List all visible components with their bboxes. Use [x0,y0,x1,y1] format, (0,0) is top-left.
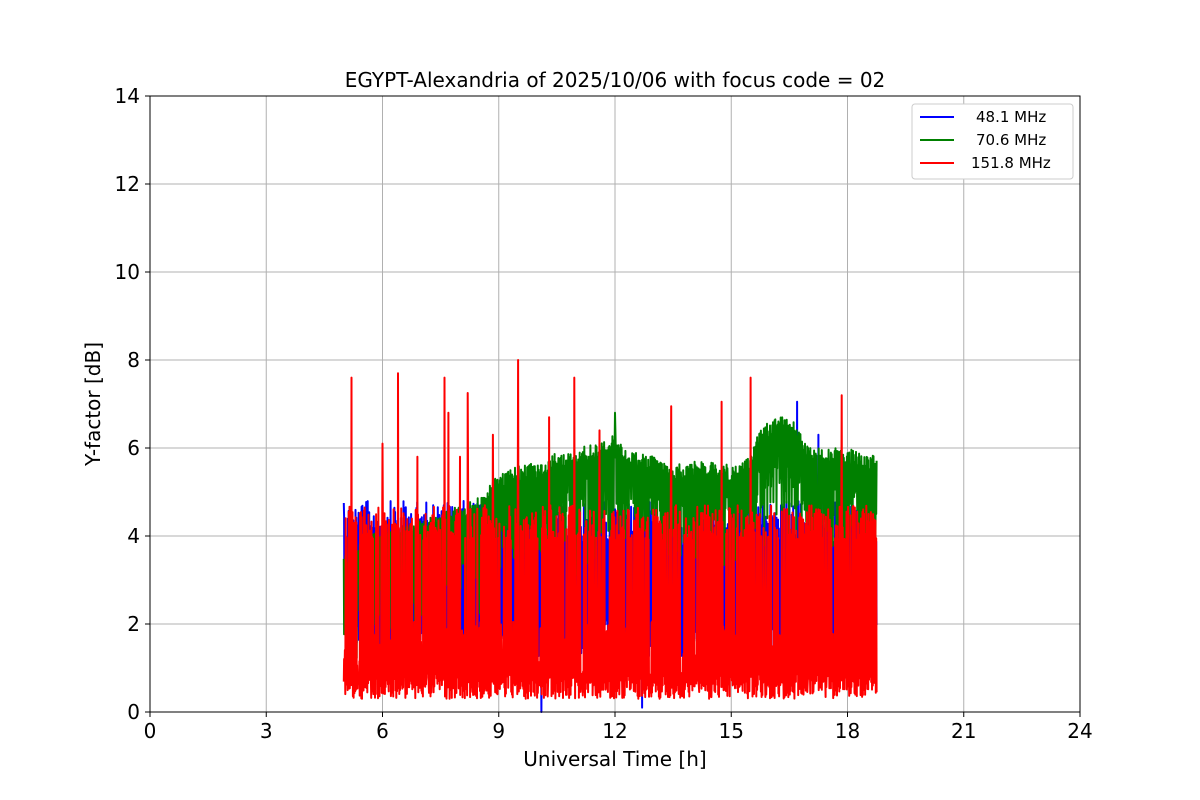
x-tick-label: 9 [492,719,505,743]
legend-label-151mhz: 151.8 MHz [971,154,1051,172]
x-tick-label: 15 [719,719,744,743]
x-axis-label: Universal Time [h] [523,747,706,771]
x-tick-label: 0 [144,719,157,743]
y-tick-label: 10 [115,260,140,284]
plot-area [342,359,878,713]
y-tick-label: 2 [127,612,140,636]
x-tick-label: 24 [1067,719,1092,743]
legend: 48.1 MHz 70.6 MHz 151.8 MHz [911,103,1074,180]
y-tick-label: 14 [115,84,140,108]
series-151mhz-line [342,359,878,700]
y-tick-label: 6 [127,436,140,460]
x-axis: 0 3 6 9 12 15 18 21 24 [144,712,1093,743]
y-tick-label: 4 [127,524,140,548]
x-tick-label: 21 [951,719,976,743]
x-tick-label: 6 [376,719,389,743]
y-tick-label: 12 [115,172,140,196]
legend-label-70mhz: 70.6 MHz [976,131,1046,149]
legend-box [911,103,1074,180]
x-tick-label: 12 [602,719,627,743]
y-tick-label: 0 [127,700,140,724]
chart-title: EGYPT-Alexandria of 2025/10/06 with focu… [345,68,886,92]
legend-label-48mhz: 48.1 MHz [976,108,1046,126]
y-axis: 0 2 4 6 8 10 12 14 [115,84,150,724]
y-axis-label: Y-factor [dB] [81,342,105,467]
x-tick-label: 18 [835,719,860,743]
x-tick-label: 3 [260,719,273,743]
y-tick-label: 8 [127,348,140,372]
